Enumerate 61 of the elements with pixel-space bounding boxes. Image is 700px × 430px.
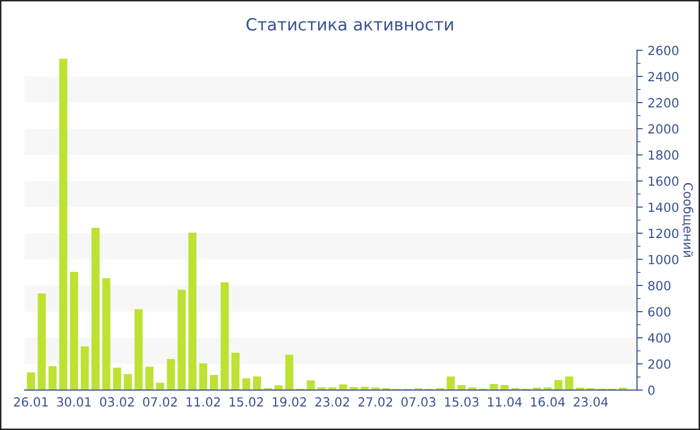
bar [26,372,35,390]
chart-title: Статистика активности [246,18,453,31]
x-tick-label: 23.02 [315,397,350,407]
bar [134,309,143,390]
bar [156,382,164,390]
y-tick-label: 1600 [648,176,678,186]
y-tick-label: 600 [648,307,670,317]
y-tick-label: 1800 [648,150,678,160]
y-tick-label: 2400 [648,72,678,82]
x-tick-label: 07.02 [143,397,177,407]
y-tick-label: 2200 [648,98,678,108]
y-tick-label: 1000 [648,254,678,264]
y-tick-label: 0 [648,385,655,395]
bar [145,366,154,390]
y-tick-label: 400 [648,333,670,343]
bar [554,380,562,390]
bar [220,282,229,390]
bar [500,385,509,390]
bar [80,346,89,390]
y-tick-label: 1400 [648,202,678,212]
bar [70,272,78,390]
bar [38,293,46,390]
bar [178,290,186,390]
bar [360,386,369,390]
x-tick-label: 15.02 [230,397,263,407]
bar [490,384,498,390]
y-tick-label: 1200 [648,228,678,238]
bar [59,58,68,390]
y-tick-label: 2600 [648,46,678,56]
bar [565,376,574,390]
x-tick-label: 30.01 [57,397,91,407]
bar [242,378,250,390]
x-tick-label: 23.04 [574,397,608,407]
x-tick-label: 07.03 [401,397,436,407]
bar [446,376,455,390]
y-tick-label: 200 [648,359,670,369]
bar [199,363,208,390]
x-tick-label: 03.02 [100,397,134,407]
bar [48,366,57,390]
bar [188,232,196,390]
bar [306,380,315,390]
y-tick-label: 2000 [648,124,678,134]
x-tick-label: 11.04 [488,397,522,407]
bar [252,376,262,390]
x-tick-label: 19.02 [272,397,306,407]
bar [102,278,110,390]
bar [92,228,100,390]
bar [458,385,466,390]
bar [231,352,240,390]
x-tick-label: 27.02 [358,397,392,407]
y-axis-title: Сообщений [682,183,694,257]
bar [124,374,132,390]
x-tick-label: 26.01 [14,397,48,407]
y-tick-label: 800 [648,280,670,290]
bar [210,374,218,390]
bar [285,354,294,390]
bar [166,359,175,390]
x-tick-label: 11.02 [186,397,220,407]
x-tick-label: 15.03 [445,397,478,407]
bar [113,368,122,390]
x-tick-label: 16.04 [531,397,565,407]
